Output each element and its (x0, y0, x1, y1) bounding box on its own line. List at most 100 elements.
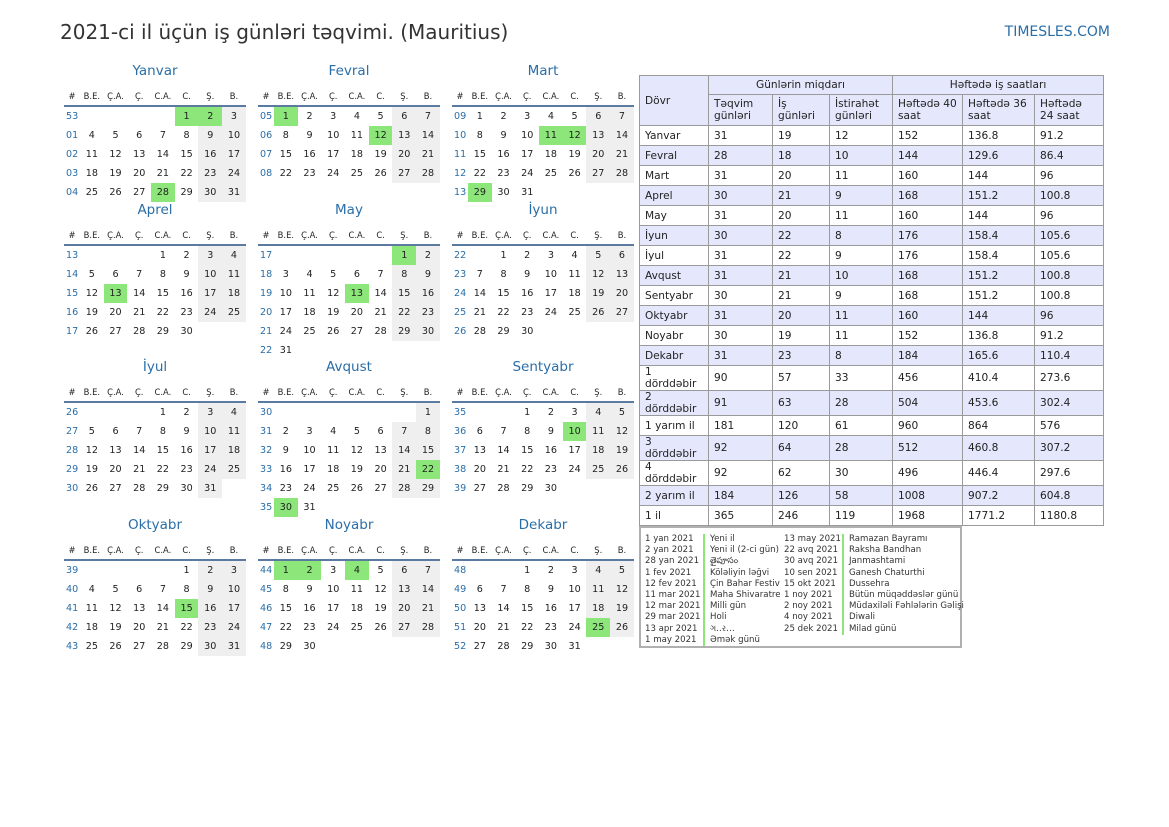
day-cell: 28 (392, 479, 417, 498)
value-cell: 19 (772, 325, 830, 346)
holiday-date: 15 okt 2021 (784, 578, 836, 589)
day-cell: 27 (473, 641, 486, 652)
holiday-name: తైపూసం (703, 556, 780, 568)
day-cell: 26 (374, 622, 387, 633)
day-cell: 24 (198, 460, 223, 479)
subheader-calendar-days: Təqvim günləri (708, 94, 773, 126)
month-calendar: Yanvar # B.E. Ç.A. Ç. C.A. C. Ş. B. 53 1 2 3 01 4 5 6 7 8 9… (64, 62, 246, 208)
day-cell: 13 (103, 284, 128, 303)
day-cell: 16 (544, 445, 558, 456)
holiday-date: 29 mar 2021 (645, 612, 701, 623)
day-cell: 13 (473, 603, 486, 614)
value-cell: 307.2 (1034, 435, 1104, 461)
site-link[interactable]: TIMESLES.COM (1004, 24, 1110, 40)
value-cell: 144 (962, 205, 1035, 226)
day-cell (321, 498, 345, 517)
month-grid: # B.E. Ç.A. Ç. C.A. C. Ş. B. 39 1 2 3 40 4 5 6 7 8 9 10 41 11… (64, 540, 246, 656)
day-cell (369, 403, 393, 422)
day-cell: 9 (198, 126, 223, 145)
day-cell: 18 (586, 441, 611, 460)
day-cell: 14 (133, 445, 146, 456)
value-cell: 91.2 (1034, 125, 1104, 146)
week-number: 02 (66, 149, 79, 160)
value-cell: 907.2 (962, 485, 1035, 506)
week-number: 46 (260, 603, 273, 614)
day-cell: 30 (274, 498, 298, 517)
weekday-header: # (258, 542, 274, 561)
day-cell: 7 (377, 269, 384, 280)
day-cell (610, 479, 634, 498)
holiday-row: 30 avq 2021 Janmashtami (780, 556, 967, 568)
day-cell: 16 (521, 288, 534, 299)
value-cell: 86.4 (1034, 145, 1104, 166)
day-cell: 19 (85, 307, 98, 318)
weekday-header: C.A. (345, 227, 369, 246)
day-cell: 15 (279, 149, 292, 160)
value-cell: 19 (772, 125, 830, 146)
day-cell: 7 (136, 269, 143, 280)
day-cell (274, 246, 298, 265)
week-number: 12 (454, 168, 467, 179)
day-cell: 8 (416, 422, 440, 441)
day-cell: 12 (562, 126, 587, 145)
value-cell: 864 (962, 415, 1035, 436)
period-cell: Yanvar (639, 125, 709, 146)
day-cell: 25 (568, 307, 581, 318)
day-cell: 25 (544, 168, 558, 179)
week-number: 47 (260, 622, 273, 633)
day-cell: 16 (497, 149, 510, 160)
value-cell: 1968 (892, 505, 963, 526)
day-cell: 3 (306, 426, 313, 437)
weekday-header: Ç.A. (297, 384, 322, 403)
holiday-date: 30 avq 2021 (784, 556, 839, 567)
day-cell: 13 (374, 445, 387, 456)
value-cell: 456 (892, 365, 963, 391)
table-row: Aprel 30 21 9 168 151.2 100.8 (639, 185, 1104, 206)
holiday-row: 1 noy 2021 Bütün müqəddəslər günü (780, 589, 967, 602)
day-cell: 13 (473, 445, 486, 456)
day-cell: 31 (222, 183, 246, 202)
holiday-row: 29 mar 2021 Holi (641, 612, 780, 624)
month-calendar: Avqust # B.E. Ç.A. Ç. C.A. C. Ş. B. 30 1 31 2 3 4 5 6 7 8 3… (258, 358, 440, 517)
day-cell: 2 (500, 111, 507, 122)
day-cell: 6 (136, 130, 143, 141)
day-cell: 2 (183, 407, 190, 418)
day-cell: 1 (174, 107, 199, 126)
day-cell (392, 403, 416, 422)
day-cell: 4 (345, 561, 369, 580)
day-cell: 14 (416, 580, 440, 599)
week-number: 34 (260, 483, 273, 494)
weekday-header: C.A. (345, 384, 369, 403)
day-cell (563, 322, 587, 341)
day-cell: 22 (473, 168, 486, 179)
day-cell: 6 (353, 269, 360, 280)
day-cell: 20 (133, 622, 146, 633)
week-number: 19 (260, 288, 273, 299)
day-cell: 16 (303, 603, 316, 614)
day-cell: 29 (468, 183, 492, 202)
weekday-header: Ç. (127, 227, 152, 246)
week-number: 25 (454, 307, 467, 318)
period-cell: 2 yarım il (639, 485, 709, 506)
day-cell (80, 561, 104, 580)
day-cell (392, 498, 416, 517)
holiday-row: 1 yan 2021 Yeni il (641, 534, 780, 546)
value-cell: 1008 (892, 485, 963, 506)
holiday-date: 1 yan 2021 (645, 534, 694, 544)
day-cell: 27 (392, 164, 417, 183)
value-cell: 96 (1034, 205, 1104, 226)
day-cell (586, 322, 610, 341)
day-cell: 18 (568, 288, 581, 299)
week-number: 06 (260, 130, 273, 141)
day-cell (298, 246, 322, 265)
weekday-header: Ç. (127, 88, 152, 107)
week-number: 30 (66, 483, 79, 494)
day-cell: 2 (198, 561, 223, 580)
day-cell: 28 (497, 641, 510, 652)
holiday-date: 2 yan 2021 (645, 545, 694, 556)
weekday-header: C.A. (539, 384, 563, 403)
day-cell: 30 (416, 322, 440, 341)
holiday-date: 12 fev 2021 (645, 578, 697, 589)
day-cell: 1 (183, 565, 190, 576)
day-cell: 28 (151, 183, 175, 202)
